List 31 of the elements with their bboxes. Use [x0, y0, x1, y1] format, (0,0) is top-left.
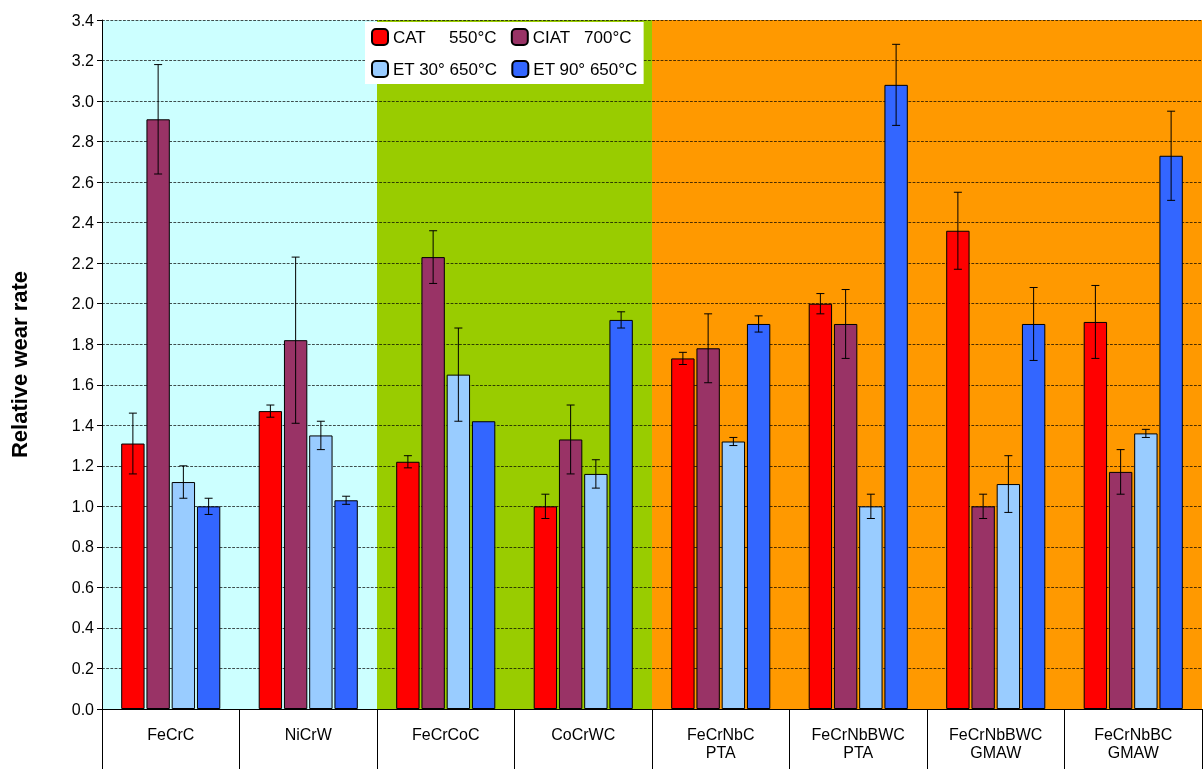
x-tick-label: NiCrW	[284, 725, 333, 743]
y-tick-label: 3.0	[71, 92, 95, 110]
legend-label: CIAT 700°C	[532, 27, 632, 47]
legend-label: ET 90° 650°C	[533, 59, 638, 79]
y-tick-label: 0.6	[71, 578, 95, 596]
y-tick-label: 0.4	[71, 619, 95, 637]
y-axis-title: Relative wear rate	[6, 270, 32, 459]
y-tick-label: 2.4	[71, 214, 95, 232]
x-tick-label: FeCrNbBWC GMAW	[949, 725, 1043, 761]
x-tick-label: FeCrNbBWC PTA	[811, 725, 905, 761]
y-tick-label: 2.0	[71, 295, 95, 313]
legend-label: CAT 550°C	[393, 27, 497, 47]
y-tick-label: 2.2	[71, 254, 95, 272]
y-tick-label: 3.2	[71, 52, 95, 70]
y-tick-label: 2.8	[71, 133, 95, 151]
y-tick-label: 1.8	[71, 335, 95, 353]
y-tick-label: 1.2	[71, 457, 95, 475]
x-tick-label: FeCrNbC PTA	[686, 725, 755, 761]
x-tick-label: FeCrNbBC GMAW	[1094, 725, 1173, 761]
y-tick-label: 1.6	[71, 376, 95, 394]
y-tick-label: 2.6	[71, 173, 95, 191]
y-tick-label: 3.4	[71, 11, 95, 29]
y-tick-label: 0.0	[71, 700, 95, 718]
y-tick-label: 1.4	[71, 416, 95, 434]
y-tick-label: 0.2	[71, 659, 95, 677]
legend-label: ET 30° 650°C	[393, 59, 498, 79]
y-tick-label: 1.0	[71, 497, 95, 515]
x-tick-label: FeCrC	[147, 725, 195, 743]
x-tick-label: FeCrCoC	[411, 725, 480, 743]
y-tick-label: 0.8	[71, 538, 95, 556]
x-tick-label: CoCrWC	[551, 725, 616, 743]
